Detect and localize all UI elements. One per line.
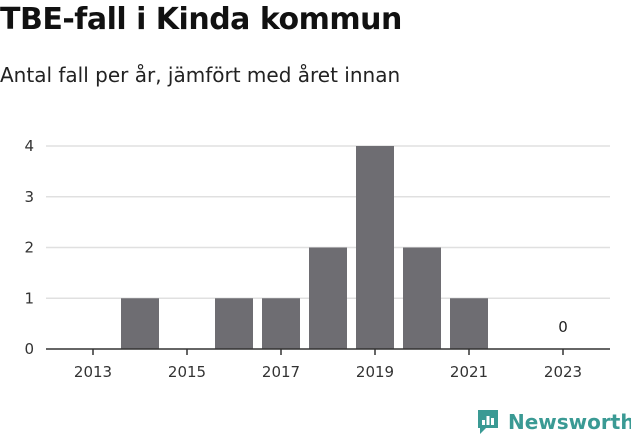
bar-2020 [403,247,441,349]
data-label-2023: 0 [558,318,568,336]
x-tick-label: 2023 [544,363,582,381]
y-axis-tick-labels: 0 1 2 3 4 [24,137,34,358]
newsworthy-logo-icon [478,410,498,434]
bar-2017 [262,298,300,349]
bar-2019 [356,146,394,349]
y-tick-label: 1 [24,289,34,307]
x-tick-label: 2021 [450,363,488,381]
x-tick-label: 2017 [262,363,300,381]
brand-name: Newsworthy [508,410,631,434]
brand: Newsworthy [476,408,631,436]
y-tick-label: 2 [24,239,34,257]
y-tick-label: 4 [24,137,34,155]
data-labels: 0 [558,318,568,336]
bar-2016 [215,298,253,349]
x-tick-label: 2013 [74,363,112,381]
x-axis-tick-labels: 2013 2015 2017 2019 2021 2023 [74,363,582,381]
bars [121,146,488,349]
bar-2018 [309,247,347,349]
chart-subtitle: Antal fall per år, jämfört med året inna… [0,63,401,87]
x-tick-label: 2015 [168,363,206,381]
x-axis-ticks [92,349,564,355]
x-tick-label: 2019 [356,363,394,381]
y-tick-label: 3 [24,188,34,206]
bar-2021 [450,298,488,349]
y-tick-label: 0 [24,340,34,358]
bar-2014 [121,298,159,349]
chart-title: TBE-fall i Kinda kommun [0,2,402,37]
